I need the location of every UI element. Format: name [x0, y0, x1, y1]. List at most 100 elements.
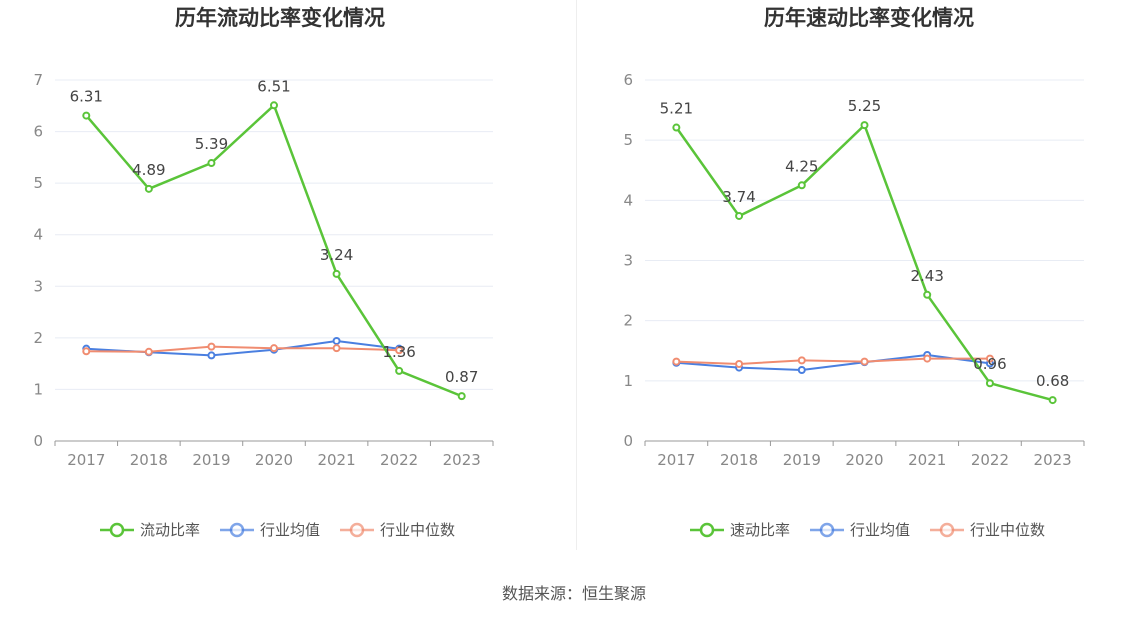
y-tick-label: 0 [623, 432, 633, 450]
y-tick-label: 5 [33, 174, 43, 192]
x-tick-label: 2017 [657, 451, 695, 469]
data-point[interactable] [860, 121, 869, 130]
legend-item-1[interactable]: 行业均值 [220, 521, 320, 539]
data-label: 4.89 [132, 161, 165, 179]
data-point[interactable] [332, 336, 341, 345]
data-point[interactable] [207, 159, 216, 168]
data-label: 4.25 [785, 157, 818, 175]
data-point[interactable] [923, 354, 932, 363]
data-source-note: 数据来源：恒生聚源 [501, 584, 646, 603]
legend-item-0[interactable]: 速动比率 [690, 521, 790, 539]
series-line [86, 345, 400, 353]
y-tick-label: 4 [623, 191, 633, 209]
data-point[interactable] [985, 354, 994, 363]
data-point[interactable] [672, 123, 681, 132]
data-point[interactable] [735, 211, 744, 220]
legend-item-2[interactable]: 行业中位数 [340, 521, 455, 539]
current-ratio-chart: 历年流动比率变化情况 0 1 2 3 4 5 6 7 2017 2018 2019 2020 2021 20… [33, 6, 494, 539]
data-point[interactable] [1048, 396, 1057, 405]
x-tick-label: 2023 [1034, 451, 1072, 469]
data-point[interactable] [395, 346, 404, 355]
data-label: 1.36 [382, 343, 415, 361]
y-tick-label: 5 [623, 131, 633, 149]
x-tick-label: 2022 [971, 451, 1009, 469]
x-tick-label: 2023 [443, 451, 481, 469]
legend-item-0[interactable]: 流动比率 [100, 521, 200, 539]
x-tick-label: 2018 [720, 451, 758, 469]
data-point[interactable] [144, 184, 153, 193]
data-label: 5.39 [195, 135, 228, 153]
data-label: 2.43 [911, 267, 944, 285]
y-tick-label: 1 [623, 372, 633, 390]
data-label: 0.96 [973, 355, 1006, 373]
data-point[interactable] [270, 101, 278, 110]
data-point[interactable] [457, 392, 466, 401]
legend-marker [939, 522, 955, 538]
y-tick-label: 3 [33, 277, 43, 295]
legend-label: 行业均值 [260, 521, 320, 539]
legend-item-2[interactable]: 行业中位数 [930, 521, 1045, 539]
data-label: 3.74 [722, 188, 755, 206]
legend-label: 行业中位数 [380, 521, 455, 539]
data-label: 0.68 [1036, 372, 1069, 390]
legend-marker [109, 522, 125, 538]
data-point[interactable] [207, 351, 216, 360]
x-tick-label: 2019 [192, 451, 230, 469]
series-line [676, 357, 990, 365]
data-point[interactable] [860, 357, 869, 366]
data-point[interactable] [735, 359, 744, 368]
quick-ratio-chart: 历年速动比率变化情况 0 1 2 3 4 5 6 2017 2018 2019 2020 2021 202… [623, 6, 1085, 539]
y-tick-label: 3 [623, 252, 633, 270]
data-label: 6.51 [257, 77, 290, 95]
y-tick-label: 2 [33, 329, 43, 347]
panel-divider [576, 0, 577, 550]
y-tick-label: 0 [33, 432, 43, 450]
legend-item-1[interactable]: 行业均值 [810, 521, 910, 539]
data-point[interactable] [923, 290, 932, 299]
data-point[interactable] [395, 366, 404, 375]
data-label: 6.31 [70, 88, 103, 106]
y-tick-label: 1 [33, 380, 43, 398]
series-line [676, 354, 991, 371]
data-point[interactable] [797, 356, 806, 365]
legend-marker [349, 522, 365, 538]
x-tick-label: 2021 [908, 451, 946, 469]
data-label: 5.25 [848, 97, 881, 115]
y-tick-label: 7 [33, 71, 43, 89]
legend-label: 流动比率 [140, 521, 200, 539]
data-point[interactable] [985, 379, 994, 388]
y-tick-label: 6 [623, 71, 633, 89]
data-label: 5.21 [660, 100, 693, 118]
quick-ratio-chart-panel: 历年速动比率变化情况 0 1 2 3 4 5 6 2017 2018 2019 2020 2021 202… [577, 0, 1148, 560]
data-point[interactable] [144, 347, 153, 356]
y-tick-label: 2 [623, 312, 633, 330]
legend-label: 行业中位数 [970, 521, 1045, 539]
data-point[interactable] [672, 357, 681, 366]
legend-marker [699, 522, 715, 538]
data-point[interactable] [332, 269, 341, 278]
legend-label: 速动比率 [730, 521, 790, 539]
data-point[interactable] [797, 366, 806, 375]
data-point[interactable] [82, 111, 91, 120]
data-label: 3.24 [320, 246, 353, 264]
data-point[interactable] [332, 344, 341, 353]
data-label: 0.87 [445, 368, 478, 386]
chart-title: 历年流动比率变化情况 [175, 6, 385, 30]
x-tick-label: 2020 [255, 451, 293, 469]
legend-marker [229, 522, 245, 538]
y-tick-label: 4 [33, 226, 43, 244]
data-point[interactable] [207, 342, 216, 351]
data-point[interactable] [82, 347, 91, 356]
data-point[interactable] [797, 181, 806, 190]
x-tick-label: 2019 [783, 451, 821, 469]
x-tick-label: 2020 [845, 451, 883, 469]
legend-label: 行业均值 [850, 521, 910, 539]
current-ratio-chart-panel: 历年流动比率变化情况 0 1 2 3 4 5 6 7 2017 2018 2019 2020 2021 20… [0, 0, 575, 560]
chart-title: 历年速动比率变化情况 [764, 6, 974, 30]
x-tick-label: 2017 [67, 451, 105, 469]
x-tick-label: 2018 [130, 451, 168, 469]
data-point[interactable] [270, 344, 278, 353]
legend-marker [819, 522, 835, 538]
x-tick-label: 2022 [380, 451, 418, 469]
